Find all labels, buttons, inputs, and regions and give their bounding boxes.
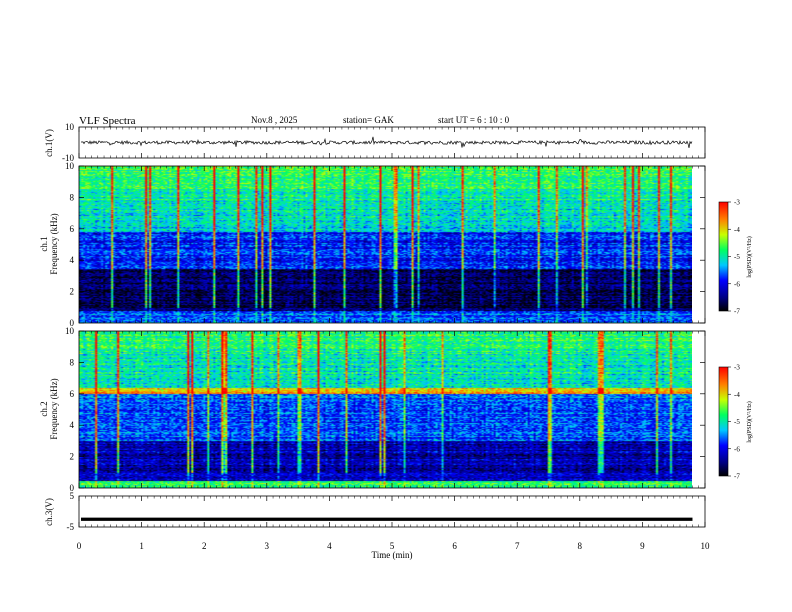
colorbar-tick-label: -7 [734, 308, 740, 316]
ch1-ytick-top: 10 [65, 122, 75, 132]
ch2-colorbar-gradient [718, 366, 729, 477]
ch1-spectrogram-heatmap [79, 166, 692, 323]
ch2-spectrogram-panel: 0 2 4 6 8 10 ch.2 Frequency (kHz) [39, 326, 706, 493]
ch1-waveform-panel: 10 -10 ch.1(V) [44, 122, 706, 163]
ch3-ytick-bottom: -5 [67, 522, 75, 532]
ch3-ytick-top: 5 [70, 491, 75, 501]
ch1-ytick-bottom: -10 [62, 153, 74, 163]
x-tick-label: 9 [640, 541, 645, 551]
x-tick-label: 6 [452, 541, 457, 551]
ch1-colorbar-label: log(PSD)(V²/Hz) [746, 236, 753, 277]
ch1-spectrogram-ylabel-1: ch.1 [39, 236, 49, 251]
freq-tick-label: 8 [70, 357, 75, 367]
freq-tick-label: 6 [70, 389, 75, 399]
colorbar-tick-label: -5 [734, 418, 740, 426]
colorbar-tick-label: -3 [734, 199, 740, 207]
freq-tick-label: 2 [70, 287, 75, 297]
ch1-spectrogram-panel: 0 2 4 6 8 10 ch.1 Frequency (kHz) [39, 161, 706, 328]
colorbar-tick-label: -4 [734, 226, 740, 234]
ch1-spectrogram-ylabel-2: Frequency (kHz) [49, 213, 59, 274]
freq-tick-label: 10 [65, 161, 75, 171]
freq-tick-label: 10 [65, 326, 75, 336]
ch2-spectrogram-ylabel-1: ch.2 [39, 401, 49, 416]
x-tick-label: 0 [77, 541, 82, 551]
colorbar-tick-label: -3 [734, 364, 740, 372]
ch3-waveform-panel: 5 -5 ch.3(V) 0 1 2 3 4 5 6 7 8 9 10 Time (min) [44, 491, 710, 560]
x-tick-label: 5 [390, 541, 395, 551]
freq-tick-label: 4 [70, 420, 75, 430]
freq-tick-label: 2 [70, 452, 75, 462]
ch2-colorbar: -3 -4 -5 -6 -7 log(PSD)(V²/Hz) [718, 364, 753, 481]
ch2-spectrogram-ylabel-2: Frequency (kHz) [49, 378, 59, 439]
freq-tick-label: 0 [70, 483, 75, 493]
ch2-spectrogram-heatmap [79, 331, 692, 488]
x-tick-label: 1 [139, 541, 144, 551]
freq-tick-label: 4 [70, 255, 75, 265]
x-tick-label: 7 [515, 541, 520, 551]
colorbar-tick-label: -4 [734, 391, 740, 399]
x-axis-label: Time (min) [372, 550, 413, 560]
ch1-waveform-ylabel: ch.1(V) [44, 129, 54, 157]
ch3-waveform-frame [78, 495, 706, 528]
ch1-waveform-trace [81, 136, 693, 148]
freq-tick-label: 6 [70, 224, 75, 234]
ch3-waveform-ylabel: ch.3(V) [44, 498, 54, 526]
ch2-colorbar-label: log(PSD)(V²/Hz) [746, 401, 753, 442]
x-tick-label: 2 [202, 541, 207, 551]
figure-title: VLF Spectra [79, 115, 136, 127]
colorbar-tick-label: -5 [734, 253, 740, 261]
start-time-label: start UT = 6 : 10 : 0 [438, 115, 510, 125]
ch1-colorbar-gradient [718, 201, 729, 312]
x-tick-label: 3 [265, 541, 270, 551]
colorbar-tick-label: -6 [734, 445, 740, 453]
colorbar-tick-label: -7 [734, 473, 740, 481]
station-label: station= GAK [343, 115, 394, 125]
time-tick-marks [78, 127, 706, 527]
x-tick-label: 8 [578, 541, 583, 551]
colorbar-tick-label: -6 [734, 280, 740, 288]
date-label: Nov.8 , 2025 [251, 115, 298, 125]
x-tick-label: 4 [327, 541, 332, 551]
freq-tick-label: 0 [70, 318, 75, 328]
ch1-colorbar: -3 -4 -5 -6 -7 log(PSD)(V²/Hz) [718, 199, 753, 316]
x-tick-label: 10 [701, 541, 711, 551]
freq-tick-label: 8 [70, 192, 75, 202]
